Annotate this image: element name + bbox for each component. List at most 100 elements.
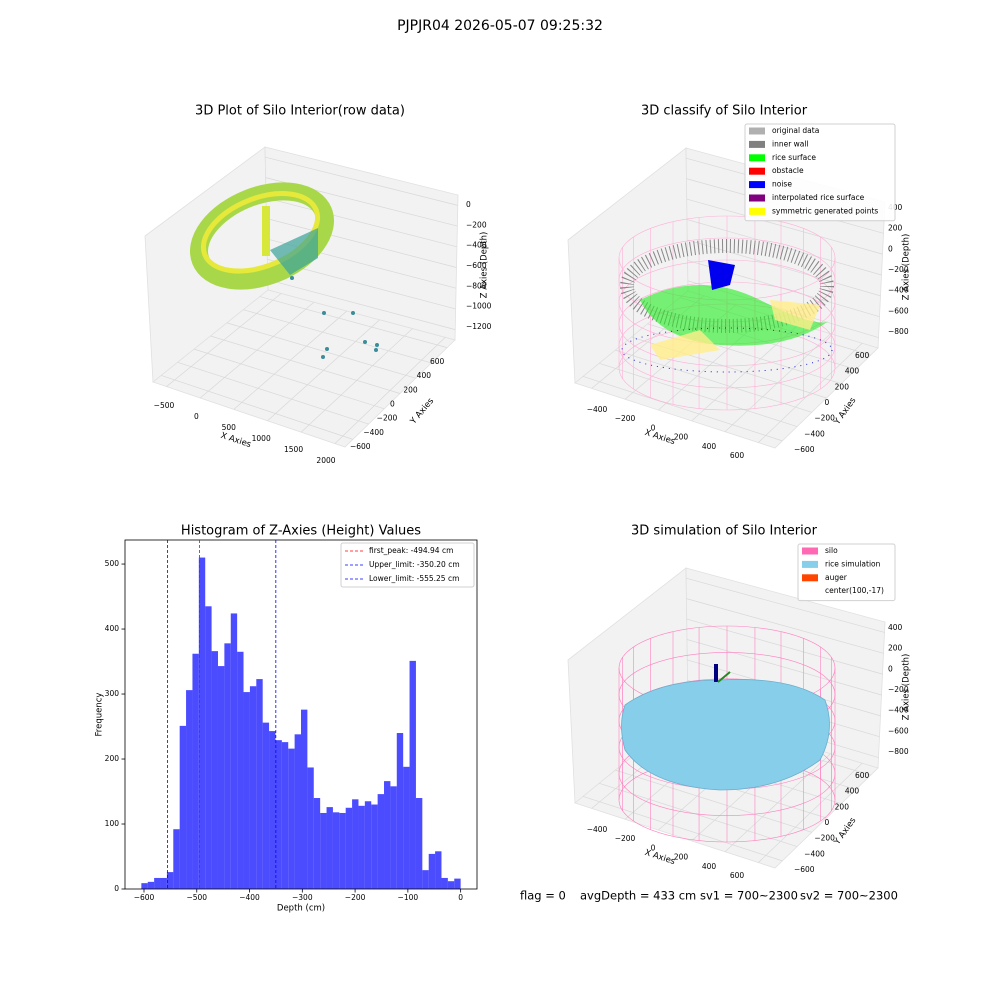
legend-swatch xyxy=(802,547,818,555)
histogram: Histogram of Z-Axies (Height) Values −600… xyxy=(95,524,478,914)
bar xyxy=(160,877,167,889)
z-tick-label: −600 xyxy=(466,261,487,270)
bar xyxy=(205,606,212,889)
grid-line xyxy=(226,322,416,379)
plot-frame xyxy=(124,539,478,890)
bar xyxy=(147,881,155,889)
z-tick-label: −800 xyxy=(888,747,909,756)
x-tick-label: 0 xyxy=(651,423,656,432)
z-axis-label: Z Axies (Depth) xyxy=(902,654,912,721)
bar xyxy=(345,807,353,889)
bar xyxy=(332,812,340,889)
point xyxy=(351,311,355,315)
x-tick-label: 0 xyxy=(458,893,463,902)
legend-swatch xyxy=(749,167,765,175)
z-tick-label: 400 xyxy=(888,623,903,632)
axes-3d: −400 −200 0 200 400 600 −600 −400 −200 0 200 400 600… xyxy=(567,524,912,880)
bar xyxy=(301,709,308,889)
x-tick-label: 0 xyxy=(194,412,199,421)
y-tick-label: −200 xyxy=(814,834,835,843)
x-tick-label: −500 xyxy=(154,401,175,410)
y-tick-label: −400 xyxy=(804,849,825,858)
legend-swatch xyxy=(749,207,765,215)
x-tick-label: 600 xyxy=(730,871,745,880)
point-cloud xyxy=(708,260,735,290)
bar xyxy=(237,651,244,889)
bar xyxy=(371,804,378,889)
x-tick-label: −600 xyxy=(134,893,155,902)
bar xyxy=(249,686,257,889)
legend-label: center(100,-17) xyxy=(825,586,884,595)
legend-swatch xyxy=(802,560,818,568)
z-tick-label: −400 xyxy=(466,241,487,250)
grid-line xyxy=(161,375,353,440)
bar xyxy=(384,781,391,889)
bar xyxy=(377,794,385,889)
bar xyxy=(435,851,442,889)
y-tick-label: 0 xyxy=(390,400,395,409)
suptitle: PJPJR04 2026-05-07 09:25:32 xyxy=(397,18,603,34)
z-tick-label: −200 xyxy=(466,220,487,229)
point-cloud xyxy=(640,285,830,346)
bar xyxy=(275,740,282,889)
x-tick-label: −400 xyxy=(239,893,260,902)
x-tick-label: 200 xyxy=(674,853,689,862)
bar xyxy=(288,748,295,889)
z-tick-label: −600 xyxy=(888,306,909,315)
legend-label: rice surface xyxy=(772,153,816,162)
y-tick-label: 0 xyxy=(825,398,830,407)
x-tick-label: 400 xyxy=(702,862,717,871)
grid-line xyxy=(265,156,458,206)
y-tick-label: 0 xyxy=(114,884,119,893)
x-tick-label: 2000 xyxy=(316,456,335,465)
x-tick-label: −400 xyxy=(587,405,608,414)
y-axis-label: Frequency xyxy=(95,693,105,737)
bar xyxy=(441,877,448,889)
bar xyxy=(269,731,276,889)
chart-title: 3D Plot of Silo Interior(row data) xyxy=(195,104,405,119)
bar xyxy=(422,870,429,889)
axes-3d: −500 0 500 1000 1500 2000 −600 −400 −200 0 200 400 6… xyxy=(144,104,492,465)
z-tick-label: 0 xyxy=(888,664,893,673)
grid-line xyxy=(243,309,432,364)
y-tick-label: 0 xyxy=(825,818,830,827)
bar xyxy=(186,690,193,889)
legend-swatch xyxy=(802,587,818,595)
legend-label: rice simulation xyxy=(825,559,881,568)
bar xyxy=(211,651,218,889)
z-tick-label: −400 xyxy=(888,706,909,715)
y-tick-label: 200 xyxy=(105,754,120,763)
legend-label: interpolated rice surface xyxy=(772,193,865,202)
x-tick-label: −500 xyxy=(186,893,207,902)
grid-line xyxy=(193,348,385,410)
bar xyxy=(396,733,404,889)
y-tick-label: 400 xyxy=(417,371,432,380)
legend-label: Upper_limit: -350.20 cm xyxy=(369,560,460,569)
bar xyxy=(243,692,250,889)
y-tick-label: 200 xyxy=(835,802,850,811)
z-tick-label: 200 xyxy=(888,644,903,653)
legend-swatch xyxy=(749,181,765,189)
x-tick-label: −400 xyxy=(587,825,608,834)
legend-swatch xyxy=(749,194,765,202)
y-tick-label: −200 xyxy=(814,414,835,423)
y-tick-label: 500 xyxy=(105,559,120,568)
z-tick-label: 0 xyxy=(466,200,471,209)
bar xyxy=(339,812,346,889)
legend-label: original data xyxy=(772,126,819,135)
bar xyxy=(326,807,333,889)
grid-line xyxy=(259,296,448,348)
z-axis-label: Z Axies (Depth) xyxy=(902,234,912,301)
legend-swatch xyxy=(749,127,765,135)
bar xyxy=(454,878,461,889)
point-cloud xyxy=(650,300,820,360)
bar xyxy=(166,872,174,889)
y-tick-label: 400 xyxy=(105,624,120,633)
auger xyxy=(717,671,731,683)
bar xyxy=(352,799,359,889)
grid-line xyxy=(686,639,882,696)
point xyxy=(290,276,294,280)
bar xyxy=(313,798,321,889)
grid-line xyxy=(686,577,885,633)
surface xyxy=(621,679,830,791)
